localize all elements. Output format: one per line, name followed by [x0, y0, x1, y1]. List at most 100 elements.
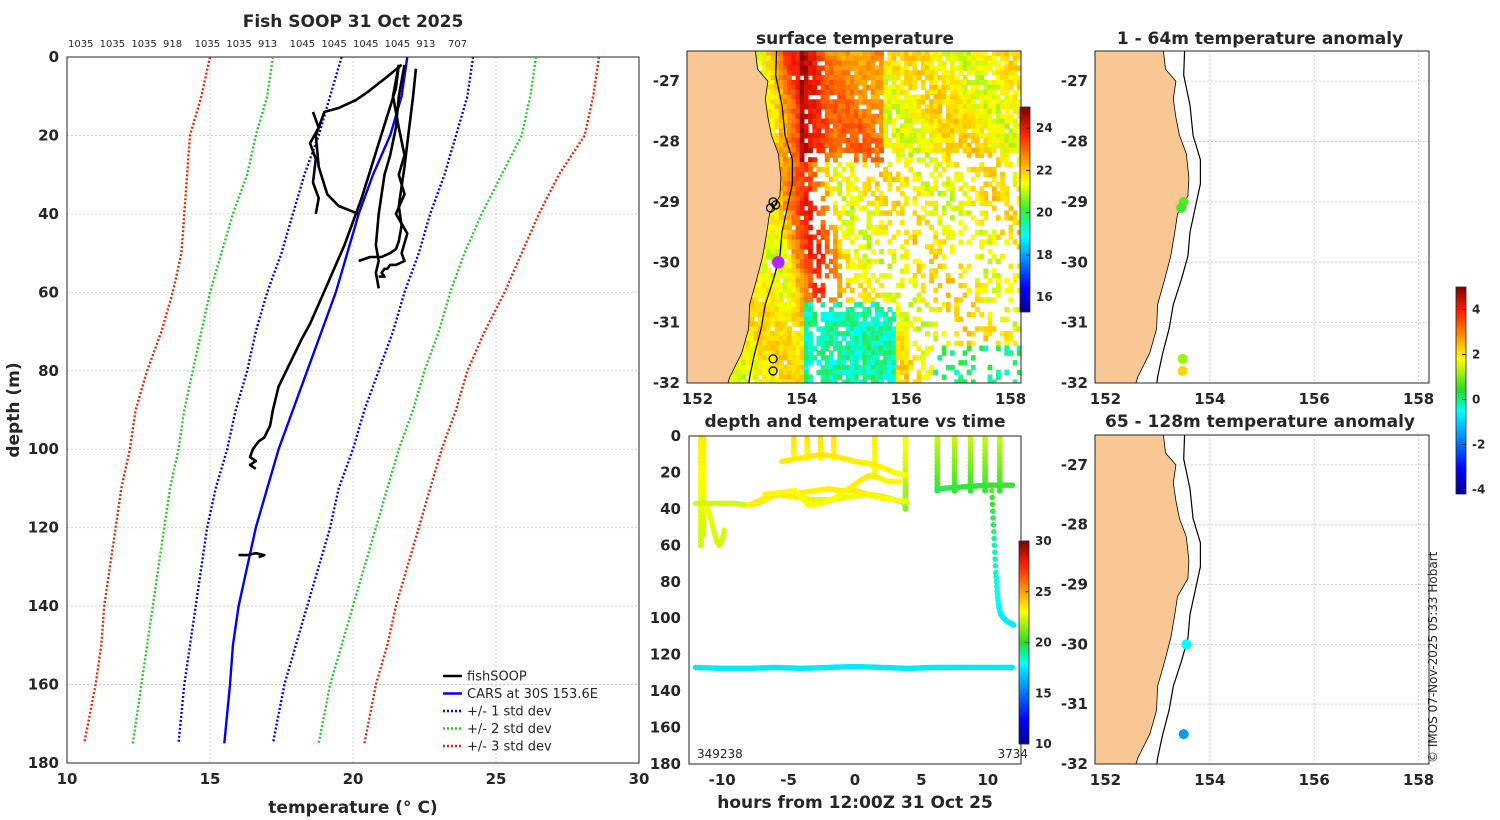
- sst-pixel: [795, 360, 801, 366]
- sst-pixel: [1008, 350, 1014, 356]
- sst-pixel: [816, 142, 822, 149]
- sst-pixel: [808, 263, 813, 269]
- sst-pixel: [812, 123, 818, 129]
- sst-pixel: [791, 220, 797, 226]
- sst-pixel: [770, 379, 776, 383]
- sst-pixel: [849, 331, 855, 337]
- sst-pixel: [966, 60, 972, 67]
- sst-pixel: [870, 345, 876, 352]
- sst-pixel: [991, 253, 997, 260]
- sst-pixel: [841, 51, 847, 57]
- sst-pixel: [958, 70, 964, 76]
- sst-pixel: [808, 340, 813, 347]
- sst-pixel: [912, 147, 918, 154]
- sst-pixel: [858, 345, 863, 352]
- sst-pixel: [908, 104, 914, 110]
- sst-pixel: [1004, 331, 1010, 337]
- time-xtick-label: 0: [850, 771, 860, 789]
- sst-pixel: [799, 316, 805, 323]
- sst-pixel: [991, 205, 997, 211]
- sst-pixel: [904, 89, 909, 96]
- sst-pixel: [920, 191, 926, 197]
- sst-pixel: [808, 345, 813, 352]
- sst-pixel: [833, 152, 838, 158]
- sst-pixel: [920, 374, 926, 380]
- sst-pixel: [979, 70, 985, 76]
- sst-pixel: [812, 80, 818, 86]
- sst-pixel: [808, 108, 813, 115]
- sst-pixel: [770, 355, 776, 361]
- sst-pixel: [866, 108, 872, 115]
- sst-pixel: [866, 152, 872, 158]
- sst-pixel: [1000, 99, 1005, 105]
- sst-pixel: [783, 239, 788, 245]
- sst-pixel: [862, 123, 868, 129]
- sst-pixel: [837, 263, 843, 269]
- sst-pixel: [766, 99, 772, 105]
- sst-pixel: [845, 104, 851, 110]
- sst-pixel: [758, 302, 763, 308]
- sst-pixel: [808, 171, 813, 178]
- sst-pixel: [945, 186, 951, 192]
- sst-pixel: [753, 51, 759, 57]
- sst-pixel: [791, 321, 797, 327]
- sst-pixel: [899, 191, 905, 197]
- sst-pixel: [824, 244, 830, 250]
- sst-pixel: [770, 364, 776, 371]
- sst-pixel: [870, 99, 876, 105]
- sst-pixel: [849, 123, 855, 129]
- sst-pixel: [803, 331, 809, 337]
- sst-pixel: [858, 94, 863, 100]
- sst-pixel: [1004, 51, 1010, 57]
- sst-pixel: [887, 345, 893, 352]
- sst-pixel: [854, 379, 859, 383]
- sst-pixel: [829, 51, 834, 57]
- sst-pixel: [954, 162, 959, 168]
- sst-pixel: [820, 364, 826, 371]
- sst-pixel: [945, 273, 951, 279]
- sst-pixel: [824, 331, 830, 337]
- sst-pixel: [1004, 70, 1010, 76]
- series-line-upper-bound: [271, 57, 475, 744]
- sst-pixel: [774, 55, 780, 62]
- sst-pixel: [791, 133, 797, 139]
- sst-pixel: [820, 133, 826, 139]
- sst-pixel: [849, 142, 855, 149]
- sst-pixel: [945, 99, 951, 105]
- sst-pixel: [991, 133, 997, 139]
- sst-pixel: [870, 94, 876, 100]
- sst-pixel: [979, 118, 985, 125]
- sst-pixel: [950, 51, 955, 57]
- sst-pixel: [795, 263, 801, 269]
- sst-pixel: [816, 244, 822, 250]
- sst-pixel: [941, 374, 947, 380]
- sst-pixel: [895, 94, 901, 100]
- sst-pixel: [908, 234, 914, 240]
- sst-pixel: [996, 215, 1001, 221]
- sst-pixel: [966, 263, 972, 269]
- sst-pixel: [979, 229, 985, 236]
- sst-pixel: [787, 360, 792, 366]
- sst-pixel: [845, 99, 851, 105]
- sst-pixel: [950, 244, 955, 250]
- sst-pixel: [837, 84, 843, 91]
- sst-pixel: [945, 51, 951, 57]
- sst-pixel: [862, 118, 868, 125]
- sst-pixel: [766, 51, 772, 57]
- time-xlabel: hours from 12:00Z 31 Oct 25: [717, 793, 993, 813]
- sst-pixel: [783, 186, 788, 192]
- sst-pixel: [991, 239, 997, 245]
- sst-pixel: [783, 287, 788, 294]
- sst-pixel: [996, 65, 1001, 71]
- sst-pixel: [866, 133, 872, 139]
- sst-pixel: [766, 350, 772, 356]
- sst-pixel: [970, 166, 976, 173]
- sst-pixel: [941, 191, 947, 197]
- sst-pixel: [975, 137, 980, 144]
- sst-pixel: [803, 369, 809, 376]
- sst-pixel: [870, 297, 876, 303]
- sst-pixel: [824, 369, 830, 376]
- sst-pixel: [795, 282, 801, 289]
- anom-lower-ticks: 152 154 156 158-27-28-29-30-31-32: [1061, 456, 1434, 789]
- sst-pixel: [799, 350, 805, 356]
